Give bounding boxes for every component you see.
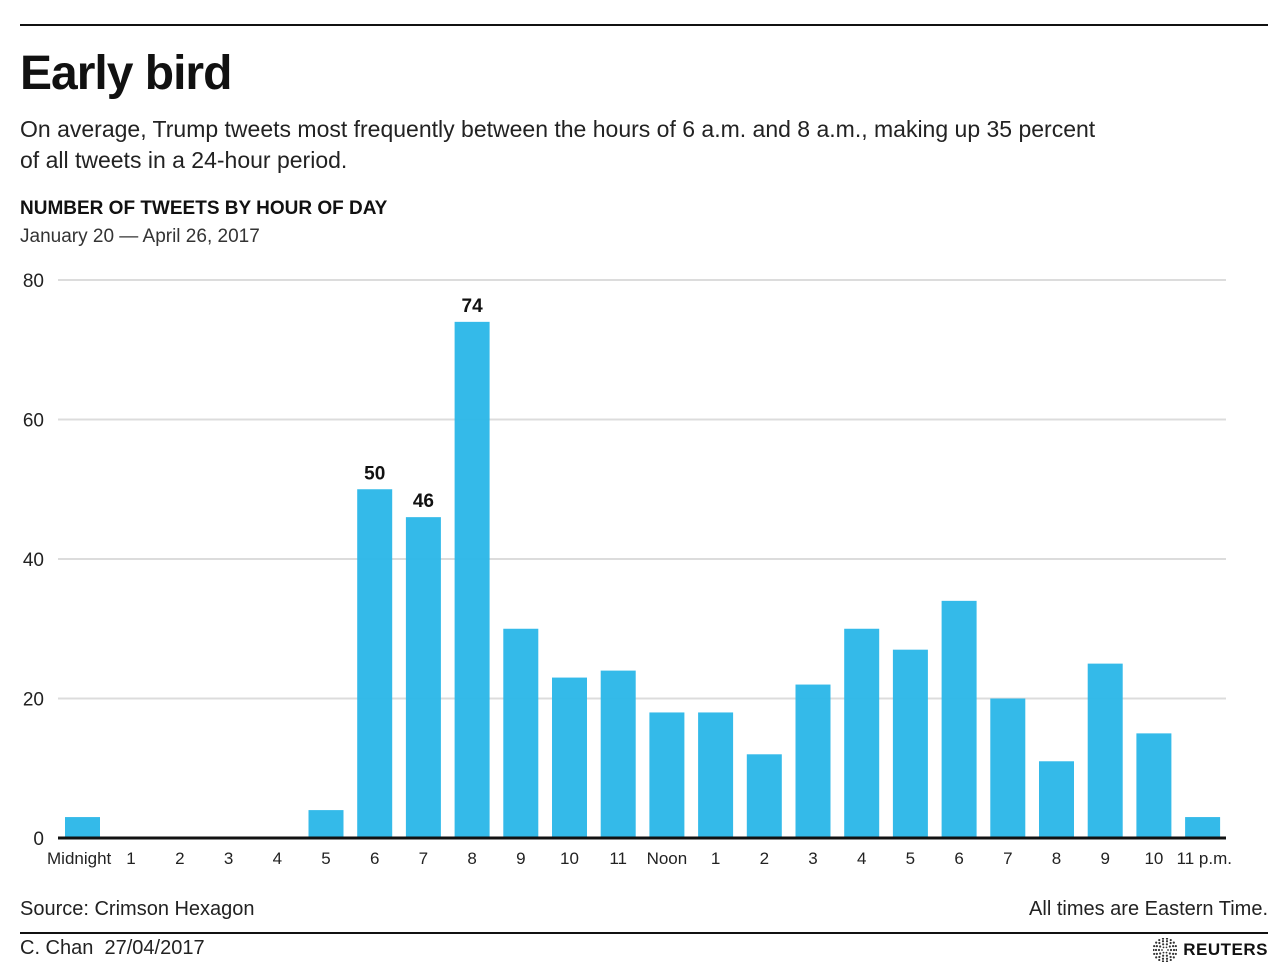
- bar: [795, 684, 831, 838]
- y-tick-label: 40: [23, 550, 44, 571]
- page-title: Early bird: [20, 47, 232, 100]
- reuters-dot-ring-icon: [1153, 938, 1178, 962]
- x-tick-label: 2: [175, 849, 184, 868]
- page-subtitle: On average, Trump tweets most frequently…: [20, 116, 1096, 173]
- bar: [941, 600, 977, 838]
- x-tick-label: 11: [609, 849, 627, 868]
- x-tick-label: 3: [224, 849, 233, 868]
- bar: [698, 712, 734, 838]
- x-tick-label: 8: [1052, 849, 1061, 868]
- bar: [1136, 733, 1172, 838]
- x-tick-label: 11 p.m.: [1177, 849, 1232, 868]
- x-tick-label: 4: [273, 849, 282, 868]
- chart-title: NUMBER OF TWEETS BY HOUR OF DAY: [20, 198, 388, 219]
- bar: [1185, 817, 1221, 838]
- bar: [552, 677, 587, 838]
- bar-value-label: 46: [413, 491, 434, 512]
- x-tick-label: 1: [126, 849, 135, 868]
- y-tick-label: 0: [33, 829, 44, 850]
- bar: [1087, 663, 1123, 838]
- bar: [454, 321, 490, 839]
- x-tick-label: Midnight: [47, 849, 112, 868]
- chart-subtitle: January 20 — April 26, 2017: [20, 226, 260, 247]
- x-tick-label: 5: [321, 849, 330, 868]
- bar-value-label: 74: [462, 296, 484, 317]
- bar: [990, 698, 1026, 838]
- x-tick-label: 10: [560, 849, 579, 868]
- x-tick-label: 9: [516, 849, 525, 868]
- x-tick-label: 7: [419, 849, 428, 868]
- bar: [892, 649, 928, 838]
- x-axis-ticks: Midnight 1 2 3 4 5 6 7 8 9 10 11 Noon 1 2 3 4 5 6 7 8 9 10 11 p…: [47, 849, 1232, 868]
- x-tick-label: 8: [467, 849, 476, 868]
- reuters-logo: REUTERS: [1153, 938, 1268, 962]
- bar: [405, 517, 441, 838]
- x-tick-label: 2: [760, 849, 769, 868]
- timezone-note: All times are Eastern Time.: [1029, 898, 1268, 920]
- bars: [65, 321, 1221, 839]
- bar: [746, 754, 782, 838]
- x-tick-label: Noon: [647, 849, 688, 868]
- top-rule: [20, 24, 1268, 26]
- bar: [503, 628, 539, 838]
- y-tick-label: 80: [23, 271, 44, 292]
- bar: [65, 817, 100, 838]
- bar: [600, 670, 636, 838]
- x-tick-label: 6: [370, 849, 379, 868]
- data-labels: 50 46 74: [364, 296, 483, 512]
- x-tick-label: 1: [711, 849, 720, 868]
- bar: [308, 810, 344, 838]
- y-tick-label: 20: [23, 690, 44, 711]
- gridlines: [58, 279, 1226, 700]
- bar: [844, 628, 880, 838]
- x-tick-label: 9: [1100, 849, 1109, 868]
- x-tick-label: 5: [906, 849, 915, 868]
- bottom-rule: [20, 932, 1268, 934]
- bar-value-label: 50: [364, 463, 385, 484]
- x-tick-label: 4: [857, 849, 866, 868]
- y-axis-ticks: 0 20 40 60 80: [23, 271, 44, 850]
- source-note: Source: Crimson Hexagon: [20, 898, 255, 920]
- x-tick-label: 7: [1003, 849, 1012, 868]
- y-tick-label: 60: [23, 411, 44, 432]
- bar: [649, 712, 685, 838]
- x-tick-label: 6: [954, 849, 963, 868]
- credit-line: C. Chan 27/04/2017: [20, 937, 205, 959]
- logo-text: REUTERS: [1183, 940, 1268, 959]
- bar: [1039, 761, 1074, 838]
- bar: [357, 489, 393, 838]
- x-tick-label: 10: [1144, 849, 1163, 868]
- x-tick-label: 3: [808, 849, 817, 868]
